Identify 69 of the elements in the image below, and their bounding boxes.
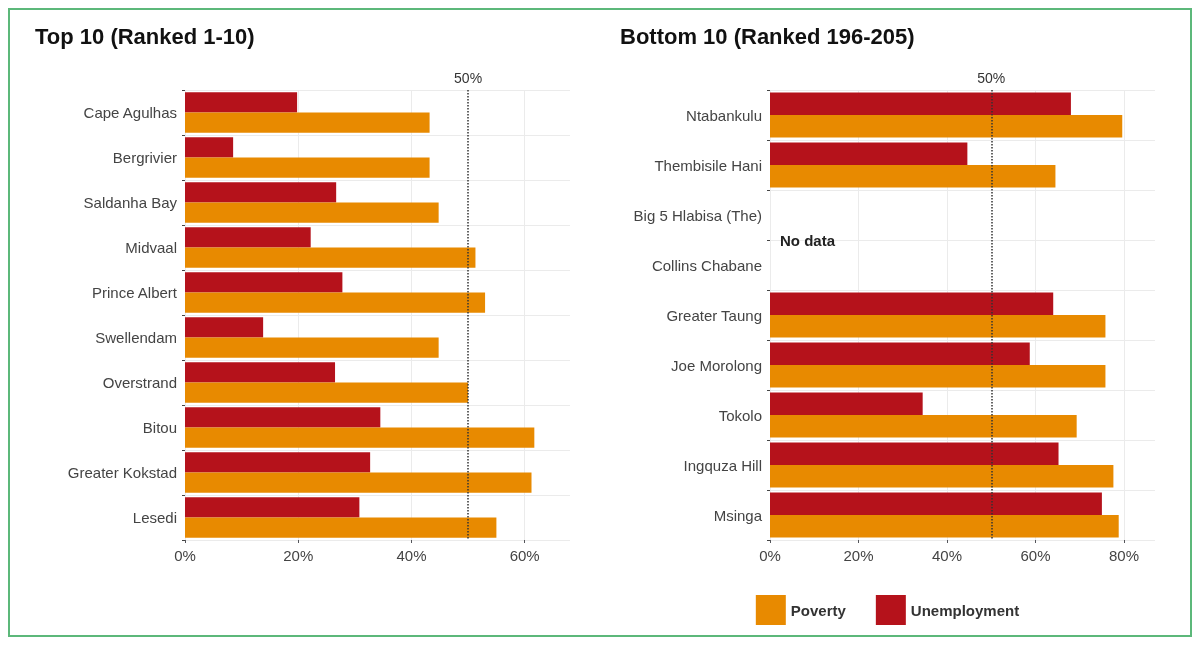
annotation: No data — [780, 231, 836, 249]
y-tick-label: Cape Agulhas — [83, 104, 177, 121]
bar — [185, 362, 336, 383]
bar — [185, 182, 337, 203]
y-tick-label: Msinga — [713, 506, 763, 524]
ref-line-label: 50% — [454, 70, 483, 86]
bar — [770, 465, 1114, 488]
legend-label: Unemployment — [910, 601, 1020, 619]
ref-line-label: 50% — [977, 70, 1006, 86]
y-tick-label: Bitou — [142, 419, 177, 436]
x-tick-label: 40% — [396, 547, 427, 564]
x-tick-label: 60% — [1020, 547, 1051, 564]
bar — [770, 392, 923, 415]
y-tick-label: Greater Kokstad — [67, 464, 177, 481]
y-tick-label: Overstrand — [102, 374, 177, 391]
y-tick-label: Joe Morolong — [671, 356, 762, 374]
y-tick-label: Collins Chabane — [651, 256, 762, 274]
bar — [185, 382, 469, 403]
bar — [770, 92, 1071, 115]
y-tick-label: Midvaal — [125, 239, 177, 256]
bar — [770, 515, 1119, 538]
bar — [770, 142, 968, 165]
y-tick-label: Prince Albert — [91, 284, 178, 301]
bar — [185, 472, 532, 493]
bar — [185, 247, 476, 268]
bar — [770, 165, 1056, 188]
bar — [185, 202, 439, 223]
bar — [770, 315, 1106, 338]
bar — [185, 292, 486, 313]
bar — [185, 157, 430, 178]
bar — [185, 452, 371, 473]
chart-title: Top 10 (Ranked 1-10) — [35, 23, 255, 49]
bar — [770, 415, 1077, 438]
x-tick-label: 80% — [1109, 547, 1140, 564]
bar — [770, 492, 1102, 515]
bar — [770, 342, 1030, 365]
bar — [185, 337, 439, 358]
bar — [185, 517, 497, 538]
x-tick-label: 20% — [843, 547, 874, 564]
bar — [770, 442, 1059, 465]
bar — [185, 137, 234, 158]
bar — [185, 227, 311, 248]
y-tick-label: Greater Taung — [666, 306, 762, 324]
bar — [185, 317, 264, 338]
bar — [770, 115, 1123, 138]
y-tick-label: Ingquza Hill — [683, 456, 762, 474]
bar — [185, 407, 381, 428]
y-tick-label: Big 5 Hlabisa (The) — [633, 206, 762, 224]
x-tick-label: 40% — [932, 547, 963, 564]
y-tick-label: Saldanha Bay — [83, 194, 178, 211]
x-tick-label: 0% — [174, 547, 196, 564]
bar — [185, 112, 430, 133]
x-tick-label: 0% — [759, 547, 781, 564]
y-tick-label: Thembisile Hani — [654, 156, 762, 174]
x-tick-label: 60% — [509, 547, 540, 564]
y-tick-label: Ntabankulu — [686, 106, 762, 124]
bar — [185, 427, 535, 448]
y-tick-label: Bergrivier — [112, 149, 177, 166]
y-tick-label: Tokolo — [718, 406, 762, 424]
y-tick-label: Lesedi — [132, 509, 177, 526]
bar — [185, 272, 343, 293]
y-tick-label: Swellendam — [95, 329, 177, 346]
bar — [185, 92, 298, 113]
bar — [770, 365, 1106, 388]
chart-title: Bottom 10 (Ranked 196-205) — [620, 23, 915, 49]
x-tick-label: 20% — [283, 547, 314, 564]
bar — [770, 292, 1054, 315]
legend-label: Poverty — [790, 601, 847, 619]
bar — [185, 497, 360, 518]
